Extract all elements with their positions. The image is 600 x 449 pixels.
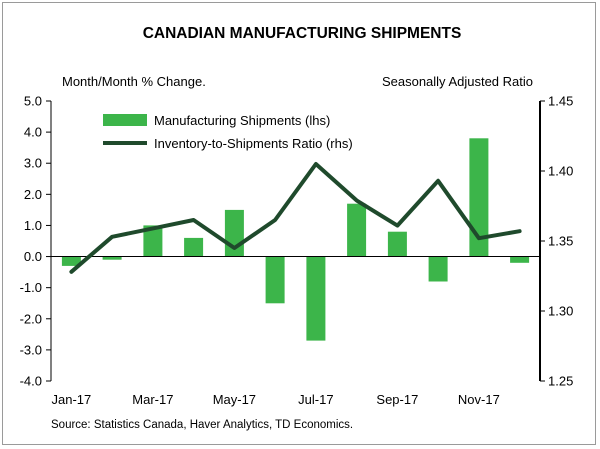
right-tick-label: 1.40	[548, 164, 573, 179]
legend-label-ratio: Inventory-to-Shipments Ratio (rhs)	[154, 136, 353, 151]
x-tick-label: Sep-17	[376, 392, 418, 407]
x-tick-label: May-17	[213, 392, 256, 407]
x-tick-label: Mar-17	[132, 392, 173, 407]
x-tick-label: Jul-17	[298, 392, 333, 407]
legend: Manufacturing Shipments (lhs) Inventory-t…	[103, 113, 353, 151]
chart-frame	[2, 2, 596, 445]
left-tick-label: 3.0	[24, 156, 42, 171]
legend-swatch-shipments	[103, 114, 147, 126]
left-tick-label: -3.0	[20, 342, 42, 357]
x-tick-label: Jan-17	[52, 392, 92, 407]
bar-jan-17	[61, 256, 81, 266]
right-tick-label: 1.45	[548, 94, 573, 109]
bar-feb-17	[102, 256, 122, 260]
source-note: Source: Statistics Canada, Haver Analyti…	[51, 419, 353, 431]
left-tick-label: 1.0	[24, 218, 42, 233]
legend-label-shipments: Manufacturing Shipments (lhs)	[154, 113, 330, 128]
bar-nov-17	[469, 138, 489, 257]
bar-apr-17	[184, 237, 204, 257]
bar-aug-17	[347, 203, 367, 257]
x-tick-label: Nov-17	[458, 392, 500, 407]
right-tick-label: 1.30	[548, 304, 573, 319]
bar-jul-17	[306, 256, 326, 341]
left-tick-label: 4.0	[24, 125, 42, 140]
left-tick-label: 5.0	[24, 94, 42, 109]
right-axis-label: Seasonally Adjusted Ratio	[382, 74, 533, 89]
bar-mar-17	[143, 225, 163, 257]
bar-sep-17	[387, 231, 407, 257]
bar-jun-17	[265, 256, 285, 304]
left-tick-label: 0.0	[24, 249, 42, 264]
left-tick-label: -4.0	[20, 374, 42, 389]
left-tick-label: 2.0	[24, 187, 42, 202]
bar-oct-17	[428, 256, 448, 282]
ratio-line	[69, 162, 522, 274]
right-tick-label: 1.35	[548, 234, 573, 249]
chart-title: CANADIAN MANUFACTURING SHIPMENTS	[143, 25, 462, 42]
left-axis-label: Month/Month % Change.	[62, 74, 206, 89]
right-tick-label: 1.25	[548, 374, 573, 389]
bar-dec-17	[510, 256, 530, 263]
left-tick-label: -2.0	[20, 311, 42, 326]
left-tick-label: -1.0	[20, 280, 42, 295]
